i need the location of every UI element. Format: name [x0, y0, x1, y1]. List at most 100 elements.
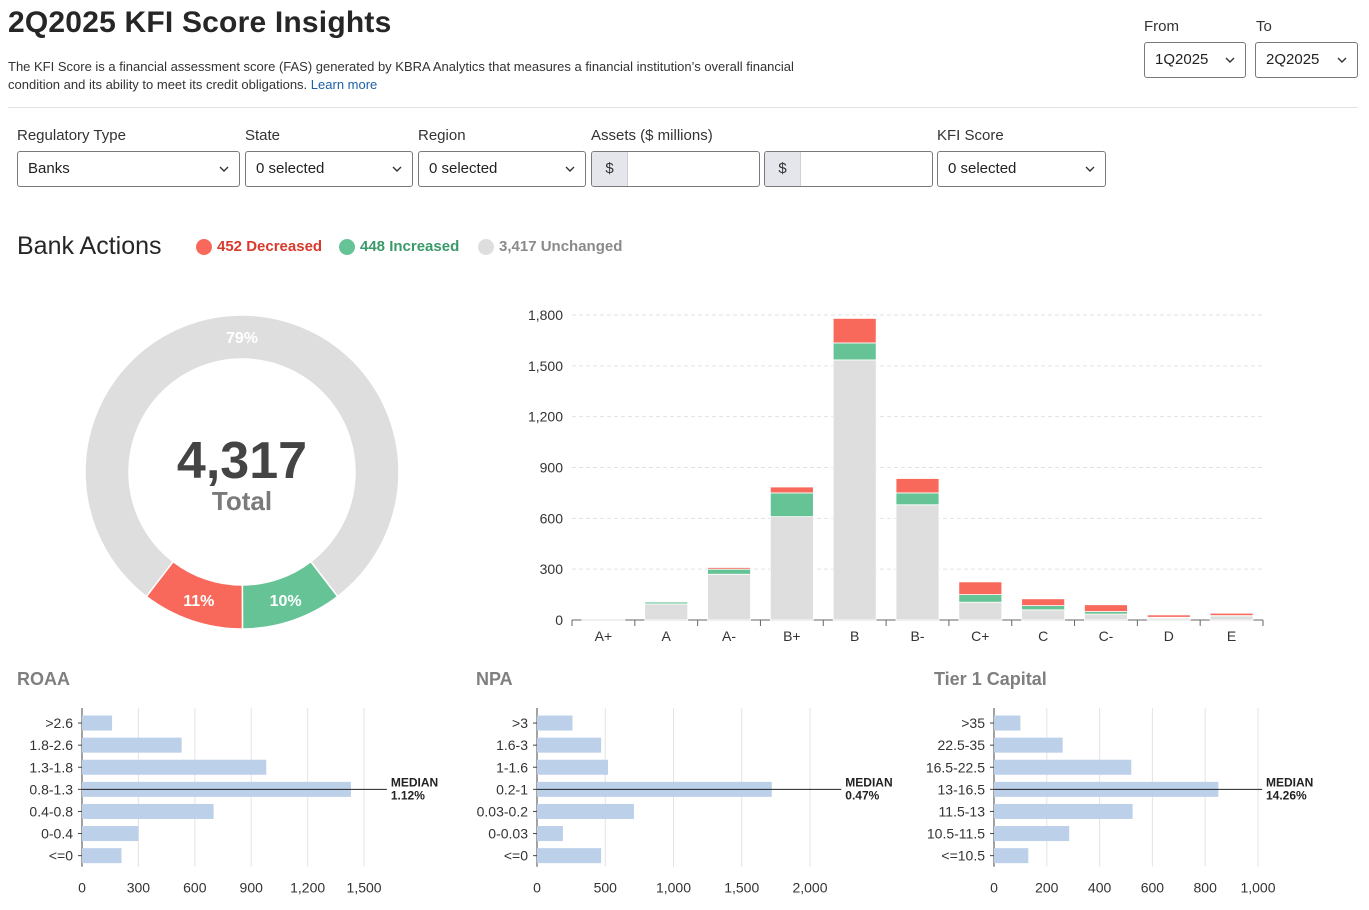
bar-unchanged-E[interactable] — [1209, 616, 1254, 621]
bar-11.5-13[interactable] — [994, 803, 1133, 819]
bar-22.5-35[interactable] — [994, 737, 1063, 753]
donut-label-unchanged: 79% — [226, 330, 258, 347]
tier1-chart: 0 200 400 600 800 1,000 >35 22.5-35 16.5-22.5 13-… — [926, 708, 1313, 896]
bar-unchanged-C[interactable] — [1021, 609, 1066, 621]
to-period-select[interactable]: 2Q2025 — [1255, 42, 1358, 78]
category-label: >3 — [512, 715, 528, 731]
bar-0-0.03[interactable] — [537, 826, 563, 842]
header-divider — [8, 107, 1358, 108]
bar-<=0[interactable] — [82, 848, 122, 864]
x-tick-label: 1,000 — [1240, 880, 1275, 896]
bar-1.8-2.6[interactable] — [82, 737, 182, 753]
chevron-down-icon — [219, 166, 229, 172]
bar-unchanged-B[interactable] — [832, 359, 877, 621]
bar-unchanged-A-[interactable] — [707, 573, 751, 621]
bar-decreased-C-[interactable] — [1084, 604, 1128, 612]
bar-increased-C+[interactable] — [958, 594, 1003, 603]
category-label: 22.5-35 — [938, 737, 986, 753]
from-period-select[interactable]: 1Q2025 — [1144, 42, 1246, 78]
roaa-chart: 0 300 600 900 1,200 1,500 >2.6 1.8-2.6 1.3-1.8 0.… — [29, 708, 438, 896]
bar->2.6[interactable] — [82, 715, 113, 731]
bar-unchanged-B-[interactable] — [895, 504, 940, 621]
bar-1.6-3[interactable] — [537, 737, 602, 753]
bar-decreased-A-[interactable] — [707, 567, 751, 570]
bar-0.03-0.2[interactable] — [537, 803, 634, 819]
donut-segment-unchanged[interactable] — [84, 314, 400, 598]
from-period-value: 1Q2025 — [1155, 51, 1209, 68]
x-tick-label: 500 — [594, 880, 618, 896]
bar-decreased-C+[interactable] — [958, 581, 1003, 595]
bar-16.5-22.5[interactable] — [994, 759, 1132, 775]
y-tick-label: 1,200 — [528, 409, 563, 425]
bar-increased-B[interactable] — [832, 342, 877, 361]
regulatory-type-select[interactable]: Banks — [17, 151, 240, 187]
legend-decreased-label: 452 Decreased — [217, 238, 323, 255]
x-tick-label: A+ — [595, 628, 613, 644]
median-label: MEDIAN — [845, 775, 892, 789]
kfi-score-select[interactable]: 0 selected — [937, 151, 1106, 187]
bar-decreased-B[interactable] — [832, 317, 877, 344]
bar-decreased-D[interactable] — [1146, 614, 1191, 618]
category-label: 1-1.6 — [496, 759, 528, 775]
bar-increased-B+[interactable] — [769, 492, 814, 518]
region-select[interactable]: 0 selected — [418, 151, 586, 187]
legend-decreased[interactable]: 452 Decreased — [196, 238, 322, 255]
bar-decreased-E[interactable] — [1209, 612, 1254, 616]
x-tick-label: 400 — [1088, 880, 1112, 896]
bar-<=0[interactable] — [537, 848, 602, 864]
y-tick-label: 900 — [540, 460, 564, 476]
assets-min-input[interactable]: $ — [591, 151, 760, 187]
legend-unchanged[interactable]: 3,417 Unchanged — [478, 238, 622, 255]
x-tick-label: 1,000 — [656, 880, 691, 896]
x-tick-label: B+ — [783, 628, 801, 644]
page-title: 2Q2025 KFI Score Insights — [8, 6, 392, 39]
x-tick-label: A- — [722, 628, 736, 644]
x-tick-label: D — [1164, 628, 1174, 644]
donut-segment-decreased[interactable] — [145, 560, 244, 630]
category-label: 0.2-1 — [496, 781, 528, 797]
bar-unchanged-B+[interactable] — [769, 516, 814, 621]
category-label: 13-16.5 — [938, 781, 986, 797]
learn-more-link[interactable]: Learn more — [310, 77, 378, 92]
bar->3[interactable] — [537, 715, 573, 731]
bar-0-0.4[interactable] — [82, 826, 139, 842]
bar-1-1.6[interactable] — [537, 759, 608, 775]
to-label: To — [1256, 18, 1272, 35]
y-tick-label: 600 — [540, 510, 564, 526]
legend-increased-label: 448 Increased — [360, 238, 460, 255]
category-label: <=0 — [504, 848, 528, 864]
assets-max-input[interactable]: $ — [764, 151, 933, 187]
bar-unchanged-C+[interactable] — [958, 601, 1003, 621]
bar-decreased-C[interactable] — [1021, 598, 1066, 606]
legend-increased[interactable]: 448 Increased — [339, 238, 459, 255]
bar-increased-B-[interactable] — [895, 492, 940, 506]
bar-decreased-A[interactable] — [644, 600, 689, 603]
bar-1.3-1.8[interactable] — [82, 759, 267, 775]
category-label: >35 — [961, 715, 985, 731]
bar-10.5-11.5[interactable] — [994, 826, 1070, 842]
category-label: 0-0.4 — [41, 826, 73, 842]
x-tick-label: C- — [1099, 628, 1114, 644]
bar-increased-A-[interactable] — [707, 568, 751, 575]
bar-unchanged-C-[interactable] — [1084, 613, 1128, 621]
kfi-score-label: KFI Score — [937, 127, 1004, 144]
bar-0.4-0.8[interactable] — [82, 803, 214, 819]
bar-increased-C[interactable] — [1021, 605, 1066, 611]
bar-decreased-B+[interactable] — [769, 486, 814, 494]
bar-unchanged-A[interactable] — [644, 603, 689, 621]
chevron-down-icon — [1337, 57, 1347, 63]
page-description: The KFI Score is a financial assessment … — [8, 58, 838, 94]
median-value: 14.26% — [1266, 788, 1307, 802]
legend-unchanged-label: 3,417 Unchanged — [499, 238, 623, 255]
bar-<=10.5[interactable] — [994, 848, 1029, 864]
state-select[interactable]: 0 selected — [245, 151, 413, 187]
bar-decreased-B-[interactable] — [895, 478, 940, 494]
donut-total-label: Total — [212, 486, 272, 516]
x-tick-label: 1,200 — [290, 880, 325, 896]
x-tick-label: 800 — [1194, 880, 1218, 896]
median-label: MEDIAN — [1266, 775, 1313, 789]
chevron-down-icon — [392, 166, 402, 172]
bar->35[interactable] — [994, 715, 1021, 731]
npa-chart: 0 500 1,000 1,500 2,000 >3 1.6-3 1-1.6 0.2-1 0.03… — [477, 708, 893, 896]
x-tick-label: C — [1038, 628, 1048, 644]
